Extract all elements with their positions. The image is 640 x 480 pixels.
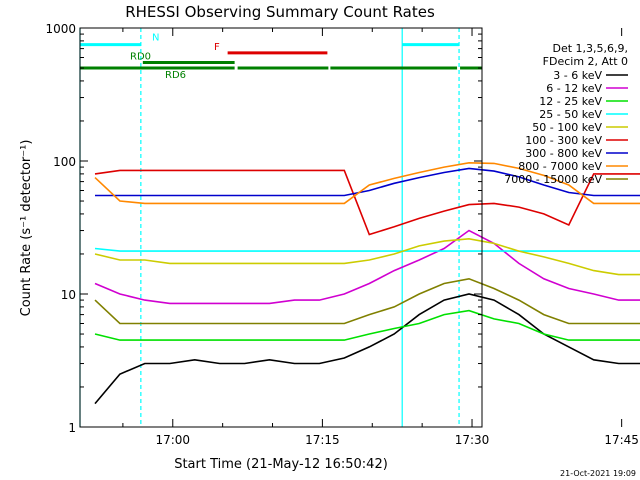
legend-label-3: 25 - 50 keV	[539, 108, 602, 121]
status-label-f: F	[214, 42, 220, 53]
footer-timestamp: 21-Oct-2021 19:09	[560, 469, 636, 478]
legend-label-4: 50 - 100 keV	[532, 121, 602, 134]
legend-title-line-2: FDecim 2, Att 0	[543, 55, 628, 68]
status-label-n: N	[152, 33, 159, 44]
legend-label-1: 6 - 12 keV	[546, 82, 602, 95]
y-tick-label-1: 10	[61, 288, 76, 302]
y-tick-label-0: 1	[68, 421, 76, 435]
series-lines	[94, 161, 640, 405]
legend-title-line-1: Det 1,3,5,6,9,	[552, 42, 628, 55]
legend-label-6: 300 - 800 keV	[525, 147, 602, 160]
y-axis-label: Count Rate (s⁻¹ detector⁻¹)	[19, 140, 34, 317]
status-label-rd6: RD6	[165, 70, 186, 81]
y-axis-ticks: 1 10 100 1000	[45, 22, 482, 435]
x-tick-label-2: 17:30	[455, 433, 490, 447]
series-line-1	[94, 229, 640, 305]
x-tick-label-0: 17:00	[155, 433, 190, 447]
series-line-4	[94, 237, 640, 276]
plot-frame	[79, 27, 483, 428]
series-line-2	[94, 309, 640, 341]
legend-label-0: 3 - 6 keV	[553, 69, 602, 82]
series-line-3	[94, 247, 640, 252]
y-tick-label-3: 1000	[45, 22, 76, 36]
status-bars: N F RD0 RD6	[80, 33, 482, 81]
legend-label-8: 7000 - 15000 keV	[504, 173, 602, 186]
y-tick-label-2: 100	[53, 155, 76, 169]
series-line-8	[94, 277, 640, 325]
x-axis-label: Start Time (21-May-12 16:50:42)	[174, 457, 388, 472]
chart-title: RHESSI Observing Summary Count Rates	[125, 3, 435, 21]
x-tick-label-3: 17:45	[604, 433, 639, 447]
legend-label-2: 12 - 25 keV	[539, 95, 602, 108]
series-line-5	[94, 169, 640, 236]
x-tick-label-1: 17:15	[305, 433, 340, 447]
series-line-7	[94, 161, 640, 205]
legend-label-7: 800 - 7000 keV	[518, 160, 602, 173]
status-label-rd0: RD0	[130, 52, 151, 63]
legend-label-5: 100 - 300 keV	[525, 134, 602, 147]
series-line-6	[95, 167, 640, 197]
series-line-0	[94, 293, 640, 405]
